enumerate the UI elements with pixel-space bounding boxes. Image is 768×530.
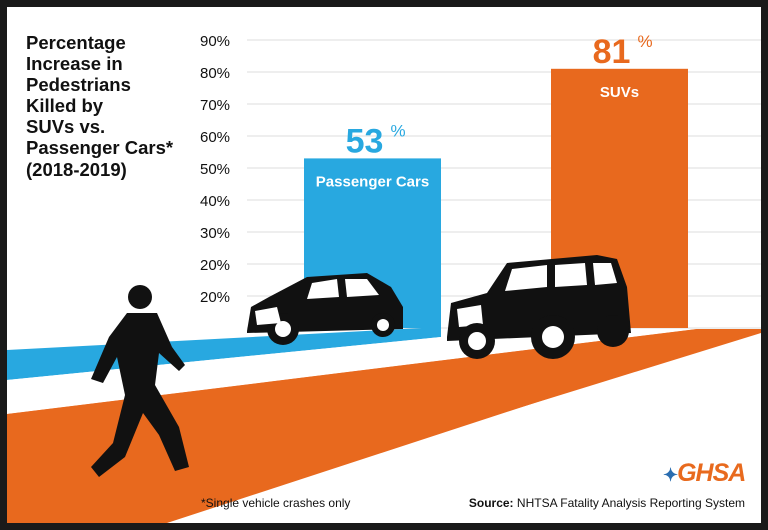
orange-road-main [7,329,761,523]
title-line: Passenger Cars* [26,137,174,158]
category-label: Passenger Cars [316,173,429,190]
y-tick-label: 50% [200,161,230,178]
y-tick-label: 70% [200,97,230,114]
y-tick-label: 30% [200,225,230,242]
infographic: 20% 20% 30% 40% 50% 60% 70% 80% 90% 53% Passenger… [7,7,761,523]
source-note: Source: NHTSA Fatality Analysis Reportin… [469,496,745,510]
source-label: Source: [468,496,514,510]
blue-road [7,327,441,380]
title-line: SUVs vs. [26,116,106,137]
chart-title: Percentage Increase in Pedestrians Kille… [26,32,226,158]
title-line: Increase in [26,53,123,74]
value-suffix: % [638,32,653,51]
y-tick-label: 90% [200,33,230,50]
y-tick-label: 20% [200,289,230,306]
chart-subtitle: (2018-2019) [26,159,127,180]
value-label: 81 [593,33,631,71]
ghsa-logo: ✦GHSA [663,459,746,487]
suv-icon [447,255,631,359]
category-label: SUVs [600,84,639,101]
y-tick-label: 80% [200,65,230,82]
source-text: NHTSA Fatality Analysis Reporting System [516,496,745,510]
y-tick-label: 40% [200,193,230,210]
chart-area: 20% 20% 30% 40% 50% 60% 70% 80% 90% 53 % Passenger… [7,32,761,523]
y-tick-label: 60% [200,129,230,146]
passenger-car-icon [247,273,403,345]
title-line: Percentage [26,32,126,53]
pedestrian-icon [91,285,189,477]
value-suffix: % [391,121,406,140]
footnote: *Single vehicle crashes only [201,496,351,510]
value-label: 53 [346,122,384,160]
logo-text: GHSA [677,459,746,487]
y-tick-label: 20% [200,257,230,274]
title-line: Killed by [26,95,104,116]
title-line: Pedestrians [26,74,131,95]
